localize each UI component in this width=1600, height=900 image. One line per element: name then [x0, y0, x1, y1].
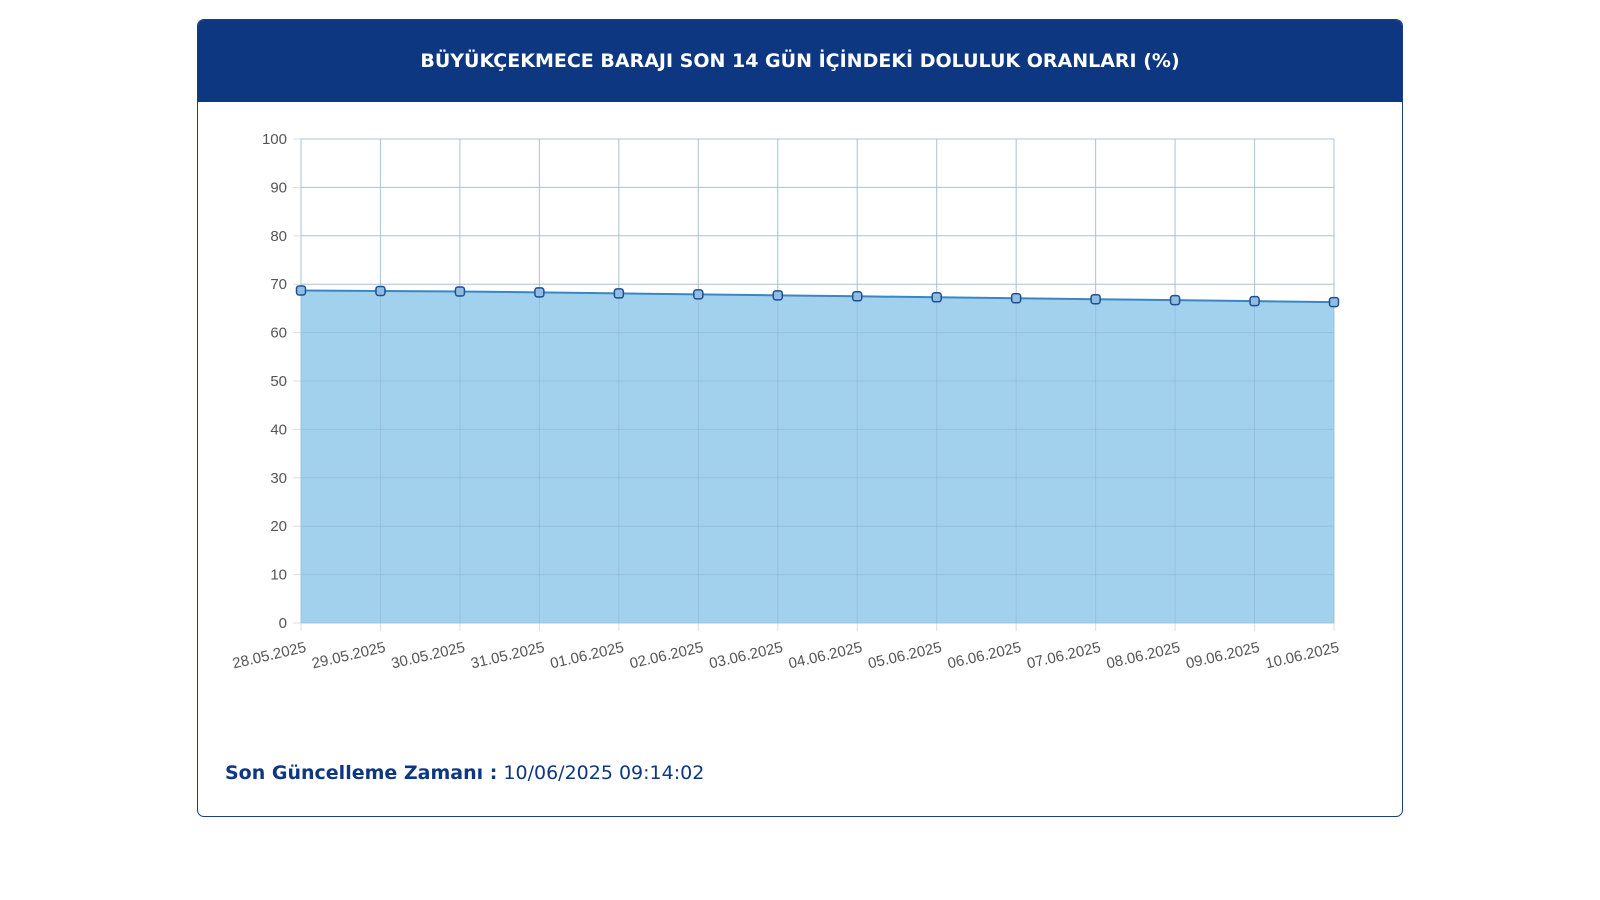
data-point [1090, 293, 1101, 305]
chart-area-layer [300, 138, 1335, 624]
y-tick-label: 80 [270, 228, 287, 245]
x-tick-label: 10.06.2025 [1264, 639, 1341, 672]
data-point [1249, 295, 1260, 307]
x-tick-label: 06.06.2025 [946, 639, 1023, 672]
data-point [534, 287, 545, 298]
x-tick-label: 01.06.2025 [549, 639, 626, 672]
data-point [375, 285, 386, 297]
x-tick-label: 03.06.2025 [708, 639, 785, 672]
x-tick-label: 02.06.2025 [628, 639, 705, 672]
chart-title: BÜYÜKÇEKMECE BARAJI SON 14 GÜN İÇİNDEKİ … [420, 50, 1180, 72]
chart-points [295, 285, 1340, 308]
y-tick-label: 90 [270, 179, 287, 196]
x-tick-label: 04.06.2025 [787, 639, 864, 672]
x-tick-label: 09.06.2025 [1184, 639, 1261, 672]
y-tick-label: 60 [270, 325, 287, 342]
chart-card: BÜYÜKÇEKMECE BARAJI SON 14 GÜN İÇİNDEKİ … [197, 19, 1403, 817]
data-point [1328, 296, 1340, 308]
x-tick-label: 28.05.2025 [231, 639, 308, 672]
y-tick-label: 20 [270, 518, 287, 535]
last-updated-value: 10/06/2025 09:14:02 [503, 762, 705, 784]
x-tick-label: 31.05.2025 [469, 639, 546, 672]
y-tick-label: 10 [270, 567, 287, 584]
data-point [851, 291, 863, 302]
x-tick-label: 08.06.2025 [1105, 639, 1182, 672]
last-updated: Son Güncelleme Zamanı : 10/06/2025 09:14… [225, 762, 704, 784]
x-tick-label: 07.06.2025 [1025, 639, 1102, 672]
x-tick-label: 29.05.2025 [310, 639, 387, 672]
y-tick-label: 30 [270, 470, 287, 487]
y-tick-label: 40 [270, 421, 287, 438]
y-tick-label: 50 [270, 373, 287, 390]
x-tick-label: 05.06.2025 [866, 639, 943, 672]
data-point [931, 292, 942, 303]
card-header: BÜYÜKÇEKMECE BARAJI SON 14 GÜN İÇİNDEKİ … [198, 20, 1402, 102]
y-tick-label: 0 [279, 615, 287, 632]
fill-rate-chart: 0 10 20 30 40 50 60 70 80 90 100 28.05.2025 29.05.2… [231, 131, 1341, 672]
x-tick-label: 30.05.2025 [390, 639, 467, 672]
data-point [613, 288, 625, 299]
y-tick-label: 70 [270, 276, 287, 293]
y-axis: 0 10 20 30 40 50 60 70 80 90 100 [262, 131, 287, 632]
data-point [295, 285, 307, 296]
data-point [1169, 294, 1181, 306]
x-axis: 28.05.2025 29.05.2025 30.05.2025 31.05.2025… [231, 639, 1341, 672]
data-point [772, 290, 784, 301]
y-tick-label: 100 [262, 131, 287, 148]
series-area [301, 290, 1334, 623]
data-point [693, 289, 704, 300]
data-point [454, 286, 466, 297]
last-updated-label: Son Güncelleme Zamanı : [225, 762, 498, 784]
series-line [300, 289, 1335, 304]
data-point [1010, 292, 1022, 304]
